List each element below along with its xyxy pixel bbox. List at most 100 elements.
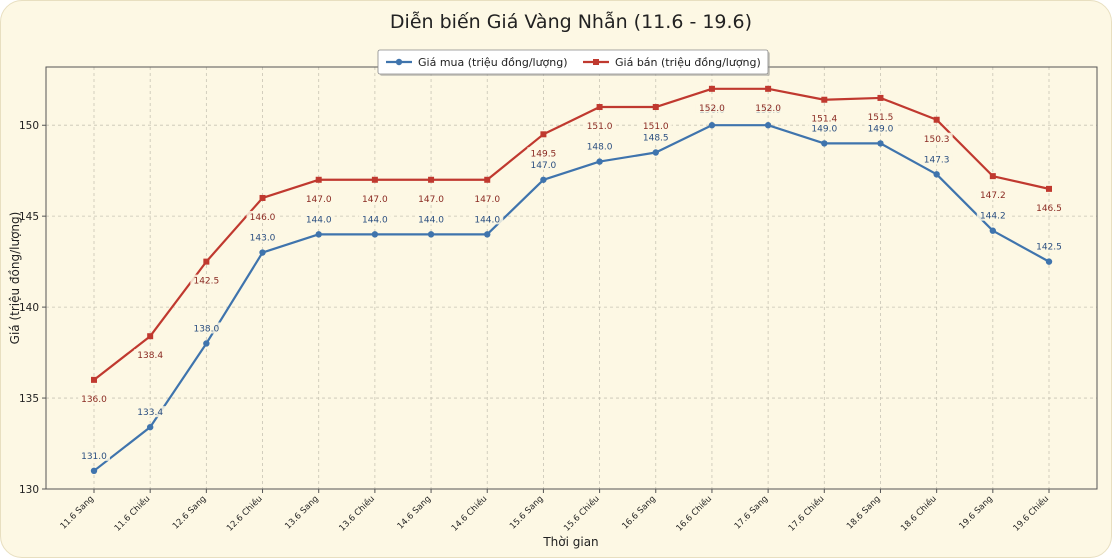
data-point-ban [371, 176, 378, 183]
data-label-bg [246, 210, 279, 222]
data-point-mua [933, 171, 940, 178]
data-label-ban: 152.0 [755, 104, 781, 114]
data-point-mua [315, 231, 322, 238]
y-tick-label: 145 [19, 211, 39, 223]
data-label-bg [864, 122, 897, 134]
x-tick-label: 14.6 Chiều [449, 493, 489, 533]
x-tick-label: 14.6 Sang [396, 494, 433, 531]
data-label-bg [190, 274, 223, 286]
data-point-mua [203, 340, 210, 347]
data-label-mua: 133.4 [137, 408, 163, 418]
data-label-ban: 151.0 [643, 122, 669, 132]
data-point-ban [91, 376, 97, 383]
data-point-ban [933, 116, 940, 123]
data-point-ban [147, 333, 154, 340]
data-label-bg [358, 192, 391, 204]
chart-title: Diễn biến Giá Vàng Nhẫn (11.6 - 19.6) [390, 10, 752, 33]
x-tick-label: 18.6 Chiều [899, 493, 939, 533]
data-label-ban: 151.4 [811, 115, 837, 125]
data-label-ban: 147.0 [306, 195, 332, 205]
data-label-ban: 142.5 [193, 277, 219, 287]
x-tick-label: 17.6 Chiều [786, 493, 826, 533]
data-label-bg [134, 349, 167, 361]
data-point-ban [1046, 185, 1052, 192]
data-label-ban: 151.0 [587, 122, 613, 132]
data-point-mua [259, 249, 266, 256]
data-label-mua: 147.0 [531, 161, 557, 171]
data-label-mua: 148.5 [643, 133, 669, 143]
data-label-bg [358, 213, 391, 225]
data-label-mua: 144.0 [418, 215, 444, 225]
data-label-ban: 149.5 [531, 149, 557, 159]
data-label-bg [190, 322, 223, 334]
x-tick-label: 13.6 Chiều [337, 493, 377, 533]
data-point-mua [540, 176, 547, 183]
data-label-mua: 149.0 [868, 124, 894, 134]
data-label-mua: 144.0 [474, 215, 500, 225]
data-label-mua: 144.2 [980, 212, 1006, 222]
data-label-bg [415, 213, 448, 225]
data-point-ban [203, 258, 210, 265]
data-label-mua: 131.0 [81, 452, 107, 462]
data-label-bg [808, 122, 841, 134]
data-label-ban: 147.0 [362, 195, 388, 205]
y-tick-label: 135 [19, 393, 39, 405]
data-label-bg [976, 189, 1009, 201]
data-label-bg [134, 406, 167, 418]
data-label-mua: 147.3 [924, 155, 950, 165]
data-point-mua [821, 140, 828, 147]
data-label-mua: 142.5 [1036, 243, 1062, 253]
data-label-ban: 147.0 [418, 195, 444, 205]
data-point-ban [540, 131, 547, 138]
data-label-bg [695, 101, 728, 113]
data-label-bg [1033, 201, 1065, 213]
x-tick-label: 18.6 Sang [845, 494, 882, 531]
data-point-mua [708, 122, 716, 129]
x-axis-label: Thời gian [542, 535, 598, 549]
data-label-ban: 152.0 [699, 104, 725, 114]
data-label-bg [808, 112, 841, 124]
data-label-bg [302, 192, 335, 204]
data-point-ban [989, 173, 996, 180]
data-label-ban: 138.4 [137, 351, 163, 361]
x-tick-label: 16.6 Sang [620, 494, 657, 531]
data-point-mua [427, 231, 435, 238]
series-line-ban [93, 87, 1050, 381]
data-label-ban: 150.3 [924, 135, 950, 145]
x-tick-label: 19.6 Chiều [1011, 493, 1051, 533]
data-label-mua: 138.0 [193, 324, 219, 334]
data-point-mua [877, 140, 884, 147]
data-label-bg [471, 213, 504, 225]
data-label-bg [976, 209, 1009, 221]
data-point-ban [596, 104, 603, 111]
data-label-bg [78, 449, 110, 461]
data-label-bg [583, 140, 616, 152]
data-point-mua [484, 231, 491, 238]
data-label-bg [639, 131, 672, 143]
x-tick-label: 19.6 Sang [957, 494, 994, 531]
data-label-mua: 144.0 [306, 215, 332, 225]
data-point-ban [484, 176, 491, 183]
data-label-bg [920, 132, 953, 144]
data-label-bg [78, 392, 110, 404]
data-point-mua [989, 227, 997, 234]
data-point-mua [90, 467, 98, 475]
legend-label: Giá mua (triệu đồng/lượng) [418, 56, 568, 69]
data-point-mua [146, 423, 154, 431]
data-point-mua [596, 158, 603, 165]
data-label-ban: 147.0 [474, 195, 500, 205]
data-label-ban: 151.5 [868, 113, 894, 123]
data-label-ban: 146.5 [1036, 204, 1062, 214]
data-label-bg [471, 192, 504, 204]
legend-box [377, 49, 769, 75]
data-point-mua [1045, 258, 1053, 265]
data-point-ban [877, 94, 884, 101]
data-label-mua: 149.0 [811, 124, 837, 134]
data-point-mua [764, 122, 772, 129]
x-tick-label: 16.6 Chiều [674, 493, 714, 533]
x-tick-label: 15.6 Sang [508, 494, 545, 531]
x-tick-label: 15.6 Chiều [561, 493, 601, 533]
x-tick-label: 13.6 Sang [283, 494, 320, 531]
data-label-bg [415, 192, 448, 204]
